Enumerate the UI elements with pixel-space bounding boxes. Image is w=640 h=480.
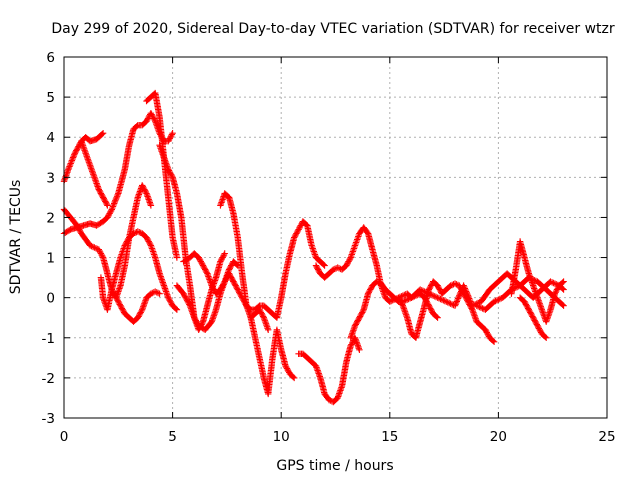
series-track-j: [180, 250, 241, 297]
series-track-u: [516, 294, 550, 341]
plus-markers: [217, 190, 272, 333]
y-tick-label: 0: [46, 291, 55, 307]
series-track-k: [217, 190, 272, 333]
x-tick-label: 20: [490, 429, 507, 445]
series-track-e: [97, 228, 181, 313]
plus-markers: [508, 238, 567, 325]
y-tick-label: -2: [42, 371, 55, 387]
x-tick-label: 10: [273, 429, 290, 445]
plus-markers: [230, 218, 328, 321]
plus-markers: [108, 286, 163, 325]
plus-markers: [247, 314, 298, 398]
y-tick-label: 5: [46, 90, 55, 106]
y-tick-label: 2: [46, 210, 55, 226]
plus-markers: [60, 130, 107, 185]
series-track-a: [60, 130, 107, 185]
series-track-l: [230, 218, 328, 321]
y-tick-label: 6: [46, 50, 55, 66]
x-tick-label: 15: [381, 429, 398, 445]
y-tick-label: 1: [46, 251, 55, 267]
plus-markers: [312, 224, 415, 305]
plus-markers: [516, 294, 550, 341]
series-track-q: [395, 278, 498, 345]
chart-title: Day 299 of 2020, Sidereal Day-to-day VTE…: [51, 21, 615, 37]
series-track-m: [247, 314, 298, 398]
axis-ticks: 0 5 10 15 20 25 -3 -2 -1 0 1 2 3 4 5 6: [42, 50, 616, 445]
y-axis-label: SDTVAR / TECUs: [8, 180, 24, 295]
series-track-o: [312, 224, 415, 305]
plot-frame: [63, 56, 608, 419]
series-track-n: [295, 334, 363, 406]
y-tick-label: -3: [42, 411, 55, 427]
x-tick-label: 25: [598, 429, 615, 445]
y-tick-label: -1: [42, 331, 55, 347]
series-track-c: [78, 138, 111, 209]
plus-markers: [78, 138, 111, 209]
x-tick-label: 5: [168, 429, 177, 445]
y-tick-label: 4: [46, 130, 55, 146]
plus-markers: [395, 278, 498, 345]
plus-markers: [97, 228, 181, 313]
y-tick-label: 3: [46, 170, 55, 186]
plus-markers: [295, 334, 363, 406]
x-axis-label: GPS time / hours: [276, 458, 393, 474]
series-track-t: [508, 238, 567, 325]
x-tick-label: 0: [60, 429, 69, 445]
plus-markers: [180, 250, 241, 297]
series-track-f: [108, 286, 163, 325]
